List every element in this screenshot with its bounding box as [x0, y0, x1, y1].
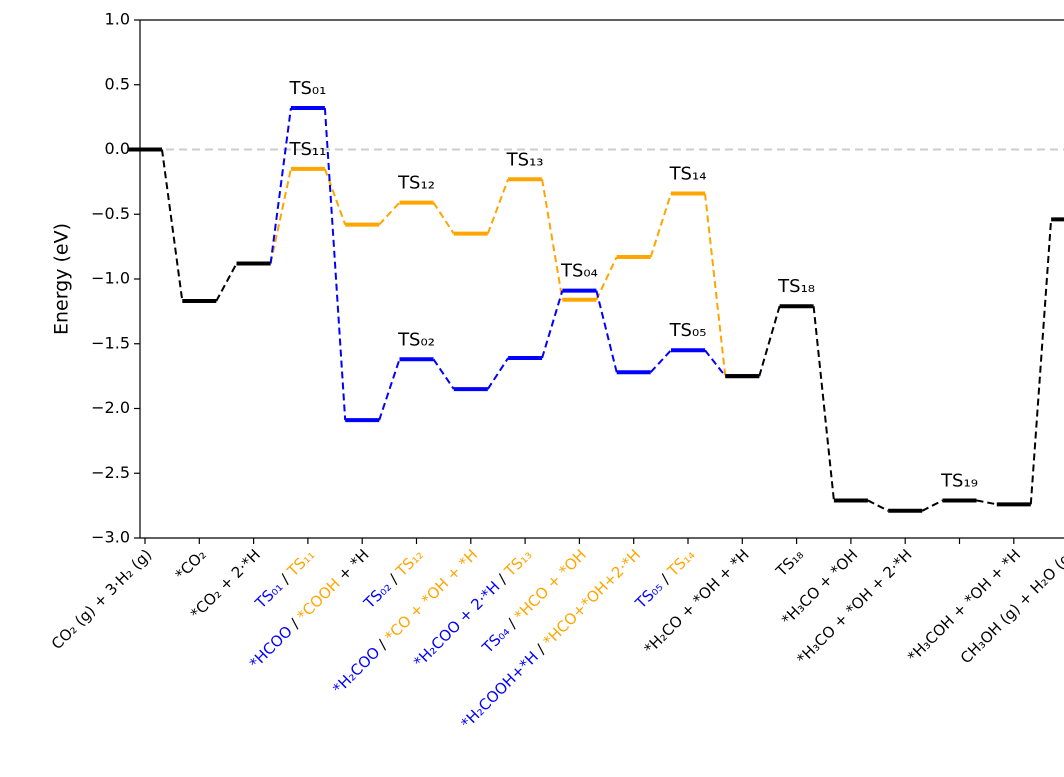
connector [812, 306, 835, 501]
y-tick-label: −2.0 [91, 398, 130, 417]
connector [323, 168, 347, 225]
annotation: TS₀₂ [397, 329, 435, 350]
x-tick-label: *CO₂ [171, 545, 209, 583]
x-tick-label: CO₂ (g) + 3·H₂ (g) [48, 545, 155, 652]
connector [595, 256, 618, 301]
x-tick-label-part: *H₂COO [329, 643, 383, 697]
y-tick-label: 1.0 [105, 10, 130, 29]
connector [432, 202, 455, 235]
x-tick-label-part: *H₂COOH+*H [457, 647, 542, 732]
connector [323, 107, 347, 421]
connector [758, 305, 781, 377]
connector [867, 499, 889, 512]
connector [486, 178, 510, 235]
annotation: TS₀₄ [560, 261, 598, 282]
x-tick-label-part: CO₂ (g) + 3·H₂ (g) [48, 545, 155, 652]
x-tick-label-part: TS₁₈ [771, 545, 806, 580]
annotation: TS₁₁ [288, 139, 326, 160]
connector [432, 358, 455, 390]
annotation: TS₀₅ [669, 320, 707, 341]
y-tick-label: −2.5 [91, 463, 130, 482]
annotation: TS₁₈ [777, 276, 815, 297]
annotation: TS₀₁ [288, 78, 326, 99]
annotation: TS₁₃ [506, 149, 544, 170]
y-axis-title: Energy (eV) [51, 223, 73, 335]
annotation: TS₁₂ [397, 173, 435, 194]
x-tick-label-part: *CO₂ [171, 545, 209, 583]
connector [541, 290, 564, 359]
connector [921, 499, 943, 512]
annotation: TS₁₉ [940, 470, 978, 491]
y-tick-label: 0.5 [105, 74, 130, 93]
connector [486, 357, 509, 390]
connector [649, 349, 672, 373]
connector [269, 168, 292, 264]
connector [1029, 219, 1053, 505]
connector [704, 193, 727, 377]
x-tick-label-part: + *H [331, 545, 373, 587]
x-tick-label-part: *HCOO [245, 622, 295, 672]
y-tick-label: −3.0 [91, 528, 130, 547]
connector [649, 193, 672, 258]
x-tick-label-part: *COOH [293, 574, 343, 624]
connector [378, 201, 401, 226]
connector [215, 262, 238, 302]
x-tick-label-part: *HCO+*OH+2·*H [539, 545, 644, 650]
x-tick-label: TS₁₈ [771, 545, 806, 580]
x-tick-label-part: *H₂CO + *OH + *H [640, 545, 752, 657]
x-tick-label-part: *CO + *OH + *H [381, 545, 481, 645]
connector [161, 149, 184, 302]
connector [378, 358, 401, 421]
connector [595, 290, 618, 373]
y-tick-label: 0.0 [105, 139, 130, 158]
x-tick-label: *H₂CO + *OH + *H [640, 545, 752, 657]
y-tick-label: −0.5 [91, 204, 130, 223]
connector [269, 107, 292, 264]
connector [704, 349, 727, 377]
y-tick-label: −1.5 [91, 333, 130, 352]
x-tick-label: TS₀₄ / *HCO + *OH [478, 545, 590, 657]
connector [976, 499, 997, 506]
y-tick-label: −1.0 [91, 269, 130, 288]
annotation: TS₁₄ [669, 164, 707, 185]
connector [541, 179, 564, 300]
